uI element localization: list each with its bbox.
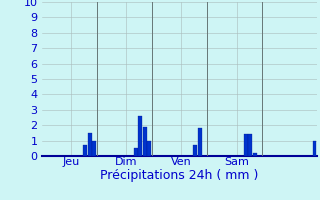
Bar bbox=[313, 141, 316, 156]
Bar bbox=[244, 134, 248, 156]
Bar bbox=[198, 128, 202, 156]
Bar bbox=[92, 141, 96, 156]
Bar bbox=[88, 133, 92, 156]
Bar bbox=[138, 116, 142, 156]
Bar bbox=[148, 141, 151, 156]
Bar bbox=[83, 145, 87, 156]
Bar bbox=[193, 145, 197, 156]
Bar bbox=[253, 153, 257, 156]
Bar bbox=[248, 134, 252, 156]
Bar bbox=[143, 127, 147, 156]
X-axis label: Précipitations 24h ( mm ): Précipitations 24h ( mm ) bbox=[100, 169, 258, 182]
Bar bbox=[134, 148, 138, 156]
